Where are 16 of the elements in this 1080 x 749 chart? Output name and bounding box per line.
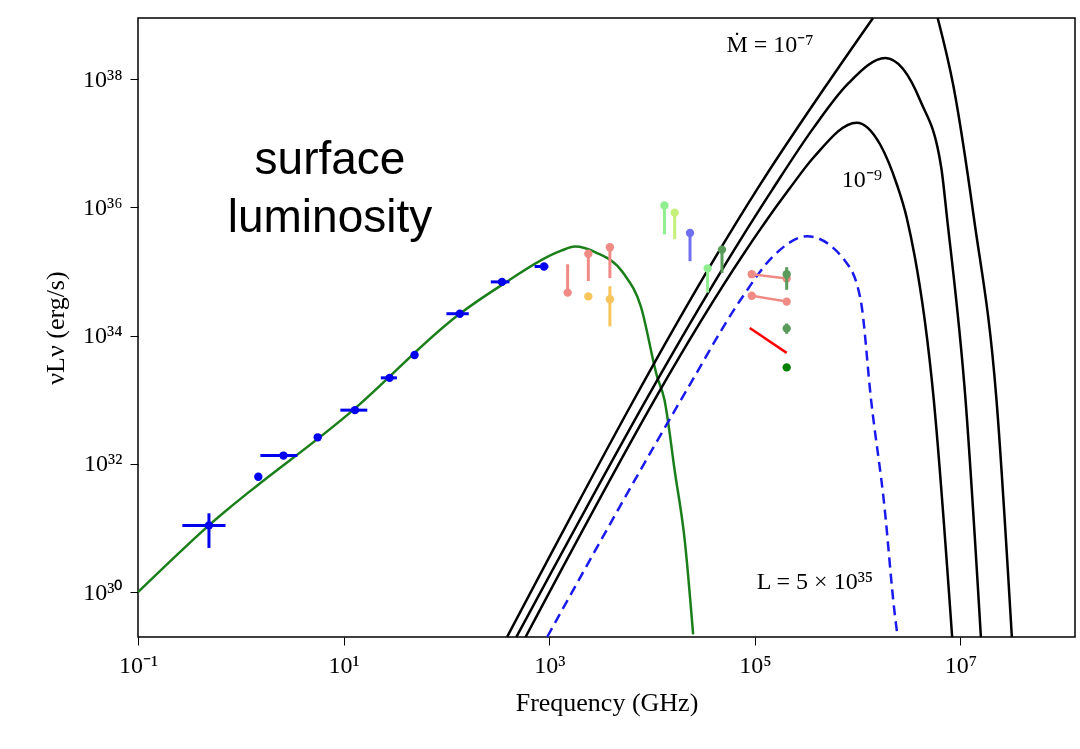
annotation: 10⁻⁹ [841, 166, 883, 192]
y-tick-label: 10³⁸ [82, 65, 123, 92]
x-tick-label: 10⁵ [739, 651, 772, 678]
x-tick-label: 10⁻¹ [118, 651, 159, 678]
y-tick-label: 10³⁰ [83, 578, 123, 605]
y-tick-label: 10³⁶ [82, 193, 123, 220]
annotation: Ṁ = 10⁻⁷ [726, 31, 814, 57]
annotation: L = 5 × 10³⁵ [756, 568, 874, 594]
x-tick-label: 10⁷ [944, 651, 978, 678]
x-axis-title: Frequency (GHz) [515, 687, 699, 717]
y-tick-label: 10³⁴ [82, 322, 123, 349]
x-tick-label: 10¹ [328, 651, 360, 678]
x-tick-label: 10³ [534, 651, 566, 678]
annotation: surface luminosity [227, 132, 433, 242]
y-tick-label: 10³² [84, 450, 123, 477]
y-axis-title: νLν (erg/s) [40, 271, 70, 385]
